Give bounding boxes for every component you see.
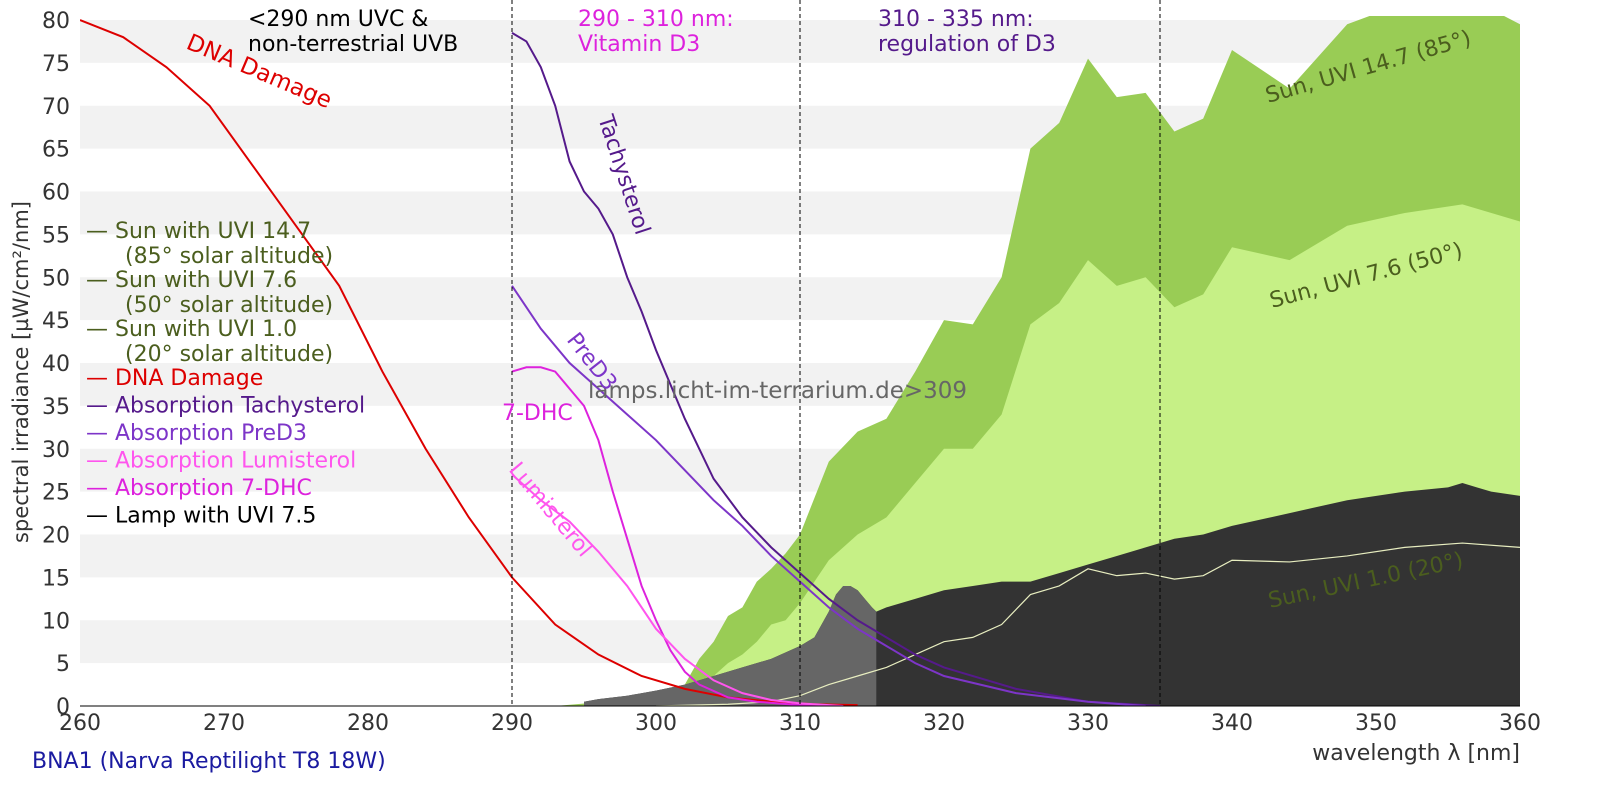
x-tick-label: 360 bbox=[1499, 711, 1541, 736]
svg-text:non-terrestrial UVB: non-terrestrial UVB bbox=[248, 32, 458, 57]
series-7-dhc-line bbox=[511, 366, 844, 706]
svg-text:Vitamin D3: Vitamin D3 bbox=[578, 32, 700, 57]
x-tick-label: 300 bbox=[635, 711, 677, 736]
watermark: lamps.licht-im-terrarium.de>309 bbox=[588, 378, 967, 404]
x-tick-label: 310 bbox=[779, 711, 821, 736]
svg-text:<290 nm UVC &: <290 nm UVC & bbox=[248, 7, 428, 32]
y-tick-label: 15 bbox=[42, 566, 70, 591]
svg-text:— Absorption PreD3: — Absorption PreD3 bbox=[86, 421, 307, 446]
line-series bbox=[80, 19, 1520, 706]
region-label: 290 - 310 nm:Vitamin D3 bbox=[578, 7, 734, 57]
svg-text:(20° solar altitude): (20° solar altitude) bbox=[125, 342, 333, 367]
svg-text:(50° solar altitude): (50° solar altitude) bbox=[125, 293, 333, 318]
svg-text:regulation of D3: regulation of D3 bbox=[878, 32, 1056, 57]
y-tick-label: 55 bbox=[42, 223, 70, 248]
x-tick-label: 330 bbox=[1067, 711, 1109, 736]
legend-item: — Absorption 7-DHC bbox=[86, 476, 312, 501]
x-tick-label: 260 bbox=[59, 711, 101, 736]
legend-item: — DNA Damage bbox=[86, 366, 263, 391]
series-sun-uvi-1-0-20-line bbox=[655, 542, 1520, 706]
y-tick-label: 20 bbox=[42, 524, 70, 549]
curve-label: 7-DHC bbox=[502, 401, 573, 426]
x-tick-label: 340 bbox=[1211, 711, 1253, 736]
legend-item: — Sun with UVI 14.7(85° solar altitude) bbox=[86, 219, 333, 269]
series-tachysterol-line bbox=[511, 32, 1161, 706]
series-pred3-line bbox=[511, 285, 1146, 706]
y-tick-label: 80 bbox=[42, 9, 70, 34]
region-label: <290 nm UVC &non-terrestrial UVB bbox=[248, 7, 458, 57]
x-tick-label: 280 bbox=[347, 711, 389, 736]
series-lamp-with-uvi-7-5-highlight bbox=[584, 585, 877, 706]
svg-text:— Sun with UVI 14.7: — Sun with UVI 14.7 bbox=[86, 219, 311, 244]
svg-text:— Absorption Lumisterol: — Absorption Lumisterol bbox=[86, 449, 356, 474]
legend-item: — Sun with UVI 1.0(20° solar altitude) bbox=[86, 317, 333, 367]
legend-item: — Absorption PreD3 bbox=[86, 421, 307, 446]
svg-text:— Sun with UVI 7.6: — Sun with UVI 7.6 bbox=[86, 268, 297, 293]
axes: 0 5 10 15 20 25 30 35 40 45 50 55 60 65 70 75 80 260 270 28… bbox=[9, 9, 1541, 774]
y-tick-label: 25 bbox=[42, 481, 70, 506]
y-tick-label: 70 bbox=[42, 95, 70, 120]
area-series bbox=[555, 16, 1520, 706]
source-label: BNA1 (Narva Reptilight T8 18W) bbox=[32, 749, 386, 774]
y-tick-label: 35 bbox=[42, 395, 70, 420]
y-tick-label: 45 bbox=[42, 309, 70, 334]
y-tick-label: 65 bbox=[42, 138, 70, 163]
x-axis-label: wavelength λ [nm] bbox=[1312, 741, 1520, 766]
y-tick-label: 75 bbox=[42, 52, 70, 77]
svg-text:— Sun with UVI 1.0: — Sun with UVI 1.0 bbox=[86, 317, 297, 342]
x-tick-label: 270 bbox=[203, 711, 245, 736]
region-label: 310 - 335 nm:regulation of D3 bbox=[878, 7, 1056, 57]
legend-item: — Absorption Tachysterol bbox=[86, 394, 365, 419]
y-tick-label: 50 bbox=[42, 266, 70, 291]
svg-text:290 - 310 nm:: 290 - 310 nm: bbox=[578, 7, 734, 32]
x-tick-label: 290 bbox=[491, 711, 533, 736]
svg-text:(85° solar altitude): (85° solar altitude) bbox=[125, 244, 333, 269]
x-tick-label: 320 bbox=[923, 711, 965, 736]
svg-text:— Absorption Tachysterol: — Absorption Tachysterol bbox=[86, 394, 365, 419]
svg-text:310 - 335 nm:: 310 - 335 nm: bbox=[878, 7, 1034, 32]
legend-item: — Sun with UVI 7.6(50° solar altitude) bbox=[86, 268, 333, 318]
svg-text:— DNA Damage: — DNA Damage bbox=[86, 366, 263, 391]
y-tick-label: 10 bbox=[42, 609, 70, 634]
svg-text:— Absorption 7-DHC: — Absorption 7-DHC bbox=[86, 476, 312, 501]
y-axis-label: spectral irradiance [µW/cm²/nm] bbox=[9, 201, 33, 543]
y-tick-label: 40 bbox=[42, 352, 70, 377]
legend-item: — Lamp with UVI 7.5 bbox=[86, 504, 316, 529]
y-tick-label: 5 bbox=[56, 652, 70, 677]
y-tick-label: 0 bbox=[56, 695, 70, 720]
svg-text:— Lamp with UVI 7.5: — Lamp with UVI 7.5 bbox=[86, 504, 316, 529]
x-tick-label: 350 bbox=[1355, 711, 1397, 736]
y-tick-label: 30 bbox=[42, 438, 70, 463]
legend-item: — Absorption Lumisterol bbox=[86, 449, 356, 474]
grid-band bbox=[80, 20, 1520, 63]
region-markers bbox=[511, 0, 1161, 706]
y-tick-label: 60 bbox=[42, 181, 70, 206]
